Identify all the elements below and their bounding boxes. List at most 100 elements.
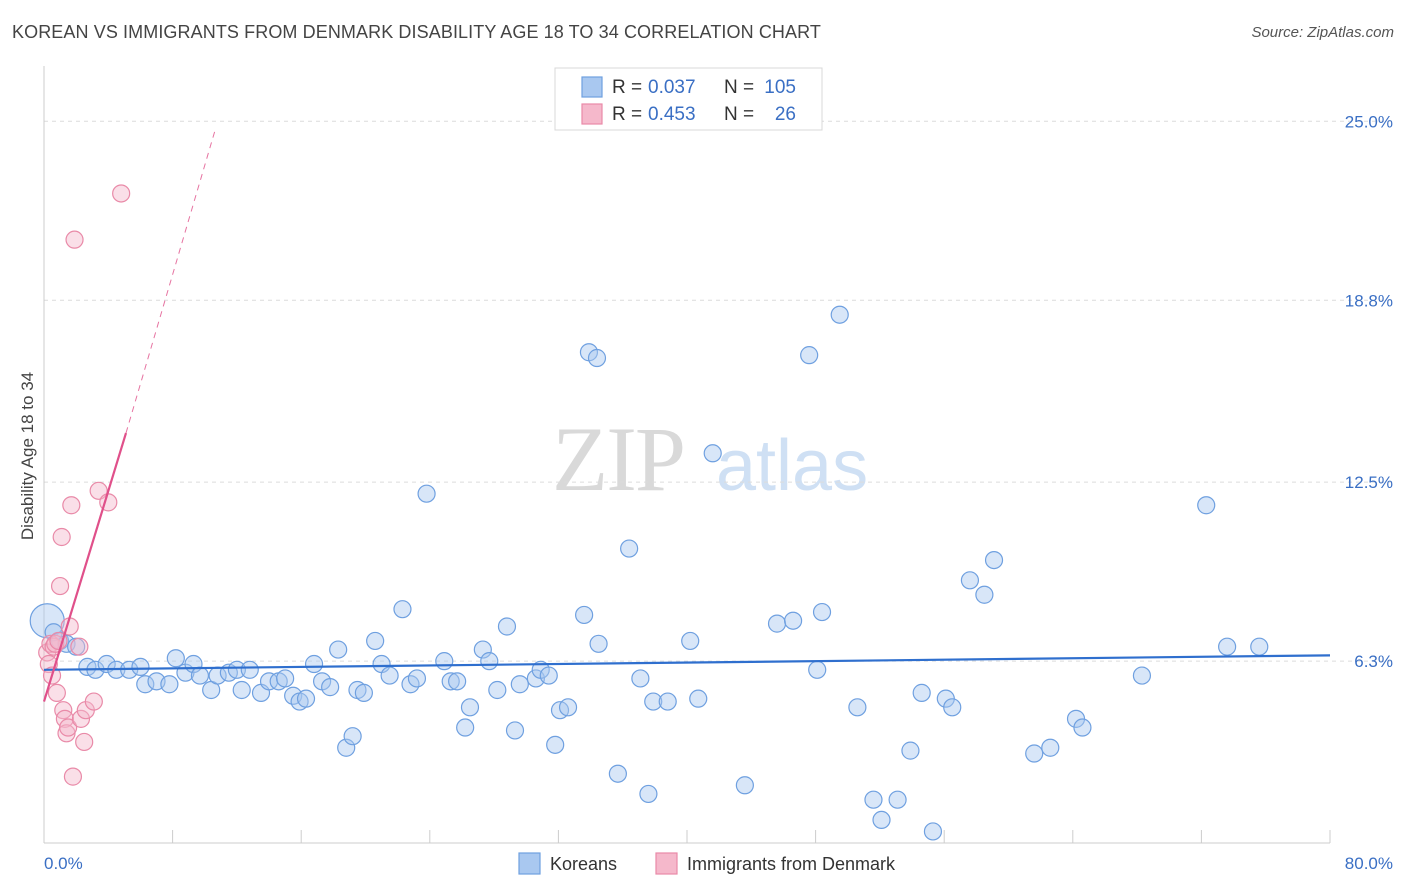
denmark-point-25	[112, 184, 131, 203]
y-tick-label-0: 6.3%	[1354, 652, 1393, 671]
korean-point-95	[1025, 744, 1044, 763]
legend-r-value-1: 0.453	[648, 104, 696, 125]
korean-point-13	[160, 675, 179, 694]
korean-point-99	[1132, 666, 1152, 685]
korean-point-69	[631, 669, 650, 688]
korean-point-48	[448, 672, 467, 691]
korean-point-94	[984, 550, 1004, 570]
korean-point-34	[329, 640, 348, 659]
legend-r-label-0: R =	[612, 77, 642, 98]
korean-point-77	[767, 614, 787, 633]
korean-point-91	[943, 698, 962, 717]
korean-point-35	[337, 738, 356, 757]
gridlines	[44, 120, 1392, 662]
tick-labels: 6.3% 12.5% 18.8% 25.0% 0.0% 80.0%	[44, 112, 1393, 873]
korean-point-36	[343, 727, 362, 746]
legend-r-label-1: R =	[612, 104, 642, 125]
korean-point-54	[497, 617, 517, 636]
legend-n-value-0: 105	[764, 77, 796, 98]
bottom-legend-label-denmark: Immigrants from Denmark	[687, 854, 896, 874]
denmark-trend-line	[42, 432, 128, 702]
korean-point-33	[321, 678, 340, 697]
trend-lines	[42, 126, 1331, 702]
denmark-point-20	[75, 732, 94, 752]
bottom-legend-swatch-denmark	[655, 852, 678, 875]
denmark-trend-line-extension	[125, 126, 217, 434]
korean-point-52	[480, 652, 499, 671]
korean-point-72	[658, 692, 677, 711]
korean-point-46	[435, 652, 454, 671]
korean-point-98	[1073, 718, 1092, 737]
korean-point-30	[296, 689, 316, 708]
korean-point-93	[975, 585, 994, 604]
denmark-point-18	[70, 637, 89, 656]
korean-point-44	[407, 669, 427, 688]
korean-point-66	[589, 634, 608, 653]
korean-point-67	[608, 764, 627, 783]
korean-point-38	[354, 683, 373, 702]
legend-r-value-0: 0.037	[648, 77, 696, 98]
bottom-legend-swatch-koreans	[518, 852, 541, 875]
watermark: ZIP atlas	[552, 408, 868, 510]
denmark-point-13	[59, 718, 78, 737]
chart-source: Source: ZipAtlas.com	[1251, 24, 1394, 41]
korean-point-79	[800, 346, 819, 365]
korean-point-62	[558, 698, 578, 717]
denmark-point-4	[44, 637, 63, 656]
korean-trend-line	[43, 654, 1331, 671]
korean-point-39	[366, 631, 385, 651]
korean-point-74	[689, 689, 708, 708]
denmark-point-6	[47, 683, 66, 702]
korean-point-89	[923, 822, 943, 841]
korean-point-17	[190, 666, 210, 685]
bottom-legend-label-koreans: Koreans	[550, 854, 617, 874]
korean-point-70	[639, 784, 658, 804]
denmark-point-8	[50, 576, 70, 596]
denmark-point-9	[52, 527, 71, 547]
denmark-point-22	[84, 692, 103, 711]
korean-point-10	[131, 657, 150, 677]
korean-point-41	[380, 666, 399, 685]
axes	[43, 66, 1331, 844]
korean-point-31	[304, 654, 324, 674]
korean-point-53	[488, 680, 507, 700]
svg-text:atlas: atlas	[716, 426, 868, 506]
korean-point-21	[227, 660, 246, 679]
korean-point-23	[240, 660, 259, 679]
korean-point-47	[441, 672, 460, 691]
legend-n-label-0: N =	[724, 77, 754, 98]
korean-point-96	[1041, 738, 1060, 757]
korean-point-101	[1218, 637, 1237, 656]
korean-point-42	[393, 600, 412, 619]
korean-point-88	[912, 683, 931, 702]
series-legend: Koreans Immigrants from Denmark	[518, 852, 896, 875]
korean-point-59	[539, 666, 558, 685]
denmark-point-19	[71, 709, 91, 728]
series-immigrants-from-denmark	[38, 184, 131, 786]
y-tick-label-1: 12.5%	[1345, 473, 1393, 492]
legend-swatch-koreans	[581, 76, 603, 98]
korean-point-56	[510, 675, 529, 694]
korean-point-65	[587, 348, 607, 368]
korean-point-87	[901, 741, 920, 760]
korean-point-102	[1250, 637, 1269, 656]
denmark-point-16	[63, 767, 83, 786]
korean-point-100	[1197, 496, 1216, 515]
korean-point-73	[681, 631, 700, 651]
korean-point-45	[417, 484, 436, 503]
denmark-point-15	[62, 496, 81, 515]
legend-swatch-denmark	[581, 103, 603, 125]
korean-point-68	[620, 539, 639, 558]
korean-point-14	[166, 649, 185, 668]
korean-point-22	[232, 680, 251, 700]
chart-title: KOREAN VS IMMIGRANTS FROM DENMARK DISABI…	[12, 22, 822, 42]
korean-point-51	[473, 640, 492, 659]
y-tick-label-2: 18.8%	[1345, 291, 1393, 310]
korean-point-76	[735, 776, 754, 795]
korean-point-86	[888, 790, 907, 809]
korean-point-78	[783, 611, 803, 630]
korean-point-92	[960, 571, 980, 590]
stats-legend: R = 0.037 N = 105 R = 0.453 N = 26	[554, 67, 823, 131]
korean-point-27	[276, 669, 295, 688]
